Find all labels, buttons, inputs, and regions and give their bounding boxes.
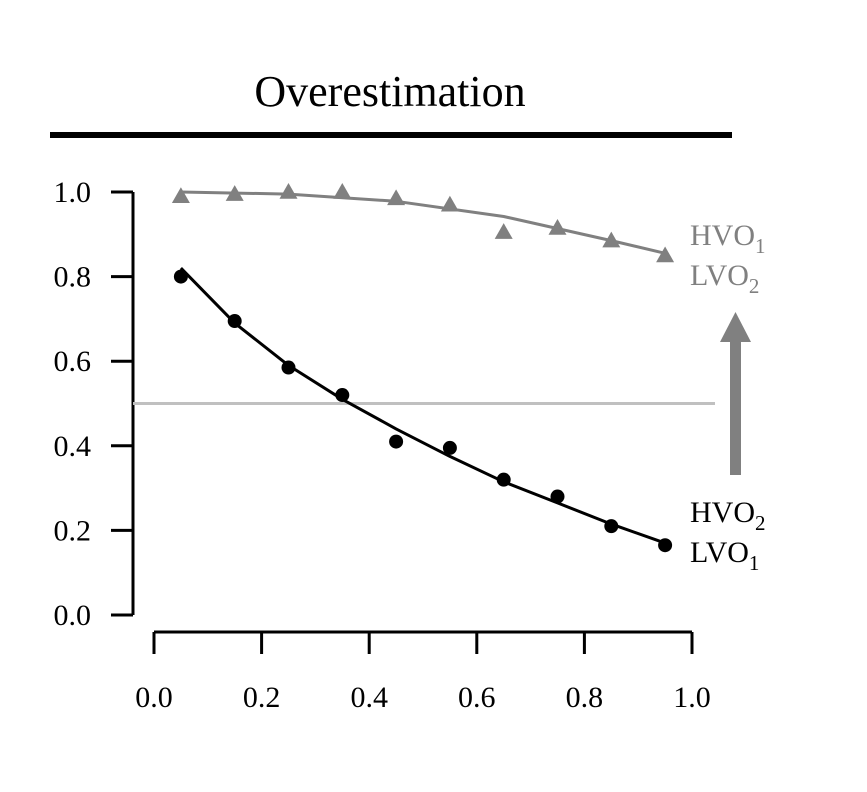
- x-tick-label: 0.2: [243, 681, 281, 714]
- y-tick-label: 0.4: [54, 430, 92, 463]
- series-1-point: [656, 246, 675, 263]
- series-2-point: [173, 269, 188, 284]
- series-2-point: [496, 472, 511, 487]
- series-2-point: [227, 314, 242, 329]
- x-axis: 0.0 0.2 0.4 0.6 0.8 1.0: [135, 630, 711, 714]
- series-2-point: [658, 538, 673, 553]
- series-1-label-line-2: LVO2: [690, 259, 759, 298]
- series-1-point: [602, 231, 621, 248]
- series-2-point: [604, 519, 619, 534]
- chart-title: Overestimation: [254, 67, 525, 116]
- series-2-label-line-2: LVO1: [690, 536, 759, 575]
- series-1-point: [387, 189, 406, 206]
- series-2-point: [442, 440, 457, 455]
- series-1-fit-line: [180, 190, 666, 255]
- x-tick-label: 0.0: [135, 681, 173, 714]
- series-2-label-line-1: HVO2: [690, 496, 766, 535]
- series-1-point: [548, 218, 567, 235]
- y-tick-label: 0.6: [54, 345, 92, 378]
- x-tick-label: 1.0: [673, 681, 711, 714]
- y-tick-label: 0.2: [54, 514, 92, 547]
- series-2: [173, 267, 673, 553]
- y-axis: 0.0 0.2 0.4 0.6 0.8 1.0: [54, 176, 135, 632]
- series-group: [171, 183, 675, 553]
- y-tick-label: 0.0: [54, 599, 92, 632]
- up-arrow-icon: [720, 312, 751, 475]
- arrow-head: [720, 312, 751, 342]
- y-tick-label: 0.8: [54, 261, 92, 294]
- x-tick-label: 0.8: [566, 681, 604, 714]
- series-2-point: [550, 489, 565, 504]
- series-2-fit-line: [179, 267, 666, 545]
- y-tick-label: 1.0: [54, 176, 92, 209]
- series-1-point: [333, 183, 352, 199]
- arrow-shaft: [730, 340, 741, 475]
- x-tick-label: 0.6: [458, 681, 496, 714]
- series-1-point: [171, 187, 190, 203]
- series-2-point: [389, 434, 404, 449]
- series-1-point: [279, 183, 298, 199]
- series-2-point: [335, 388, 350, 403]
- series-1-point: [494, 223, 513, 239]
- series-2-point: [281, 360, 296, 375]
- series-1-label-line-1: HVO1: [690, 219, 766, 258]
- x-tick-label: 0.4: [350, 681, 388, 714]
- series-1: [171, 183, 675, 263]
- series-1-point: [225, 185, 244, 201]
- series-1-point: [440, 195, 459, 212]
